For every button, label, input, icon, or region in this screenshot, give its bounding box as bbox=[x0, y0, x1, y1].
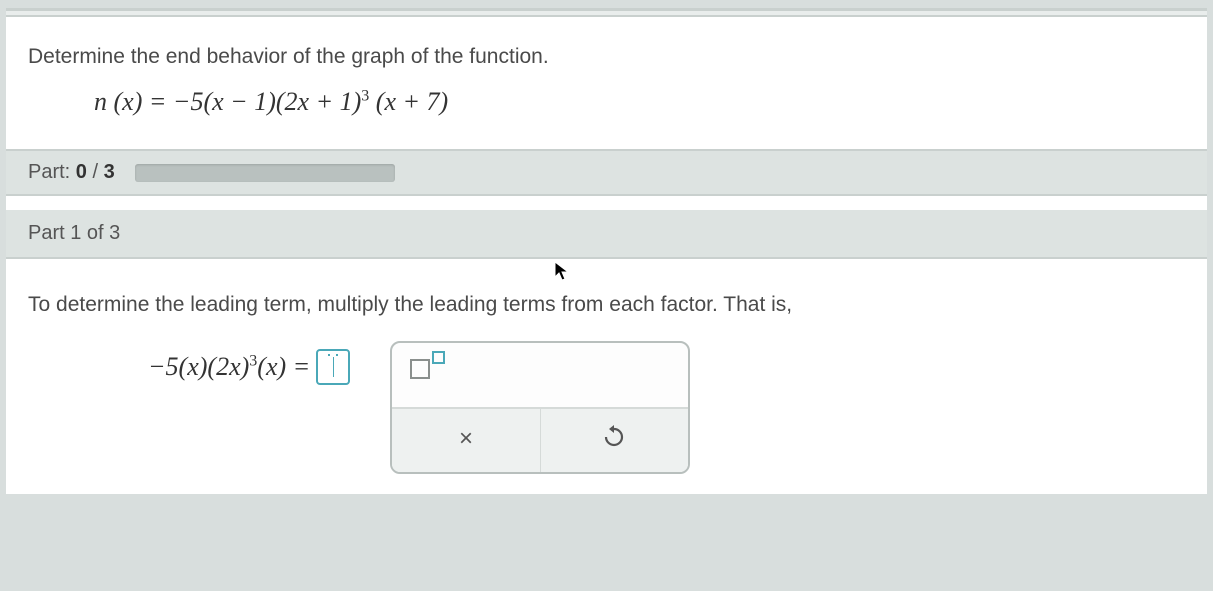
base-box-icon bbox=[410, 359, 430, 379]
exponent-tool[interactable] bbox=[410, 359, 445, 379]
exponent-box-icon bbox=[432, 351, 445, 364]
part-header: Part 1 of 3 bbox=[6, 210, 1207, 259]
part-body: To determine the leading term, multiply … bbox=[6, 259, 1207, 494]
progress-total: 3 bbox=[104, 161, 115, 183]
progress-current: 0 bbox=[76, 161, 87, 183]
progress-bar bbox=[135, 164, 395, 182]
undo-icon bbox=[602, 428, 626, 455]
progress-sep: / bbox=[87, 161, 104, 183]
cursor-icon bbox=[554, 261, 570, 289]
progress-prefix: Part: bbox=[28, 161, 76, 183]
tool-panel-top bbox=[392, 343, 688, 407]
question-formula: n (x) = −5(x − 1)(2x + 1)3 (x + 7) bbox=[28, 69, 1185, 131]
part-body-text: To determine the leading term, multiply … bbox=[28, 293, 1185, 317]
answer-row: −5(x)(2x)3(x) = × bbox=[28, 317, 1185, 474]
question-prompt: Determine the end behavior of the graph … bbox=[28, 45, 1185, 69]
tool-panel-bottom: × bbox=[392, 407, 688, 472]
progress-label: Part: 0 / 3 bbox=[28, 161, 115, 184]
equation-lhs: −5(x)(2x)3(x) = bbox=[148, 352, 310, 382]
x-icon: × bbox=[459, 425, 473, 452]
formula-text: n (x) = −5(x − 1)(2x + 1)3 (x + 7) bbox=[94, 87, 448, 116]
question-card: Determine the end behavior of the graph … bbox=[6, 8, 1207, 494]
tool-panel: × bbox=[390, 341, 690, 474]
answer-input[interactable] bbox=[316, 349, 350, 385]
clear-button[interactable]: × bbox=[392, 409, 540, 472]
reset-button[interactable] bbox=[540, 409, 689, 472]
question-area: Determine the end behavior of the graph … bbox=[6, 17, 1207, 149]
progress-row: Part: 0 / 3 bbox=[6, 149, 1207, 196]
leading-term-equation: −5(x)(2x)3(x) = bbox=[148, 341, 350, 385]
